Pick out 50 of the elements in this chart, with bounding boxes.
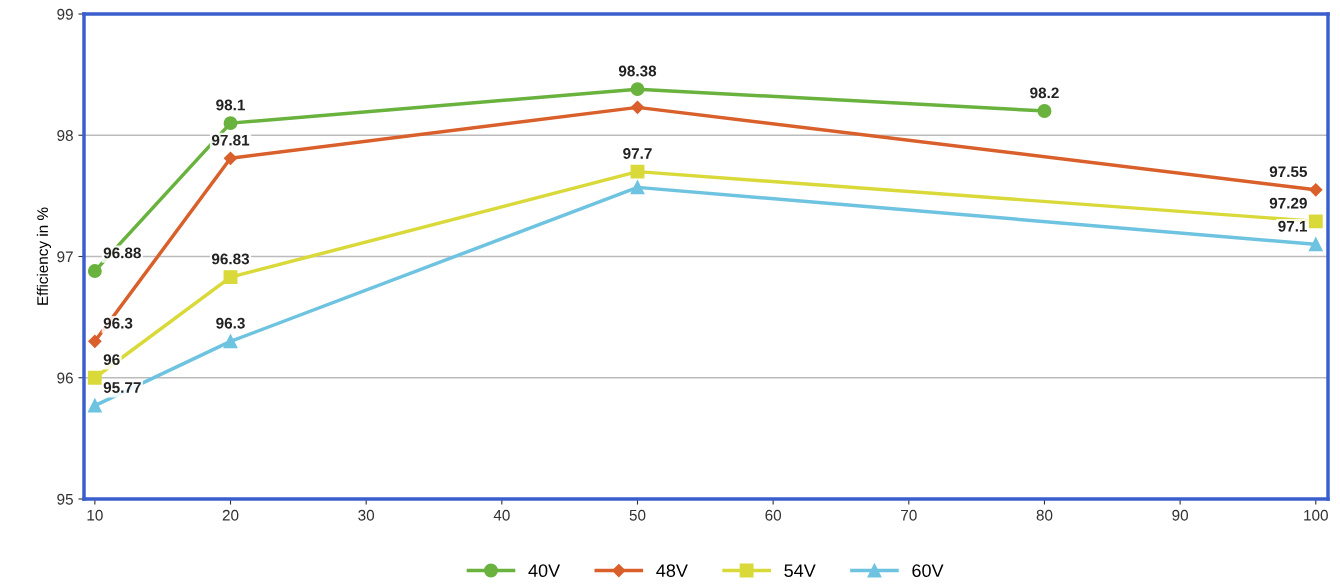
data-label: 96.3 xyxy=(216,317,245,329)
legend-label: 48V xyxy=(656,564,688,578)
point xyxy=(88,334,102,348)
data-label: 97.1 xyxy=(1278,220,1308,232)
data-label: 96.83 xyxy=(211,253,250,265)
x-tick-label: 90 xyxy=(1172,509,1189,521)
legend-label: 54V xyxy=(784,564,816,578)
data-label: 96 xyxy=(103,354,120,366)
point xyxy=(1037,104,1052,118)
data-label: 97.55 xyxy=(1269,166,1308,178)
legend-label: 40V xyxy=(528,564,561,578)
data-label: 98.2 xyxy=(1030,87,1059,99)
point xyxy=(87,264,102,278)
point xyxy=(223,270,238,285)
data-label: 97.7 xyxy=(623,148,652,159)
point xyxy=(87,398,102,413)
x-tick-label: 80 xyxy=(1036,509,1053,521)
data-label: 98.1 xyxy=(216,99,245,111)
point xyxy=(1308,237,1323,252)
data-label: 96.3 xyxy=(103,317,133,329)
data-label: 97.81 xyxy=(211,134,250,146)
point xyxy=(87,370,102,385)
point xyxy=(630,82,645,97)
y-axis-title: Efficiency in % xyxy=(36,207,52,305)
x-tick-label: 100 xyxy=(1304,509,1328,521)
x-tick-label: 70 xyxy=(901,509,917,521)
legend-label: 60V xyxy=(912,564,944,578)
x-tick-label: 60 xyxy=(765,509,782,521)
x-tick-label: 40 xyxy=(493,509,510,521)
data-label: 96.88 xyxy=(103,247,141,259)
point xyxy=(223,151,238,165)
y-tick-label: 95 xyxy=(57,493,73,505)
point xyxy=(1308,214,1323,229)
point xyxy=(630,100,645,114)
data-label: 95.77 xyxy=(103,382,141,393)
x-tick-label: 20 xyxy=(222,509,239,521)
y-tick-label: 98 xyxy=(57,130,73,141)
data-label: 98.38 xyxy=(618,65,657,77)
point xyxy=(630,180,645,195)
data-label: 97.29 xyxy=(1269,197,1307,209)
y-tick-label: 97 xyxy=(57,251,73,263)
x-tick-label: 30 xyxy=(358,509,375,521)
x-tick-label: 10 xyxy=(87,509,103,521)
point xyxy=(223,334,238,349)
point xyxy=(1309,183,1323,197)
x-tick-label: 50 xyxy=(629,509,646,521)
y-tick-label: 96 xyxy=(57,372,73,384)
point xyxy=(630,164,645,179)
y-tick-label: 99 xyxy=(57,8,73,20)
point xyxy=(223,116,238,131)
